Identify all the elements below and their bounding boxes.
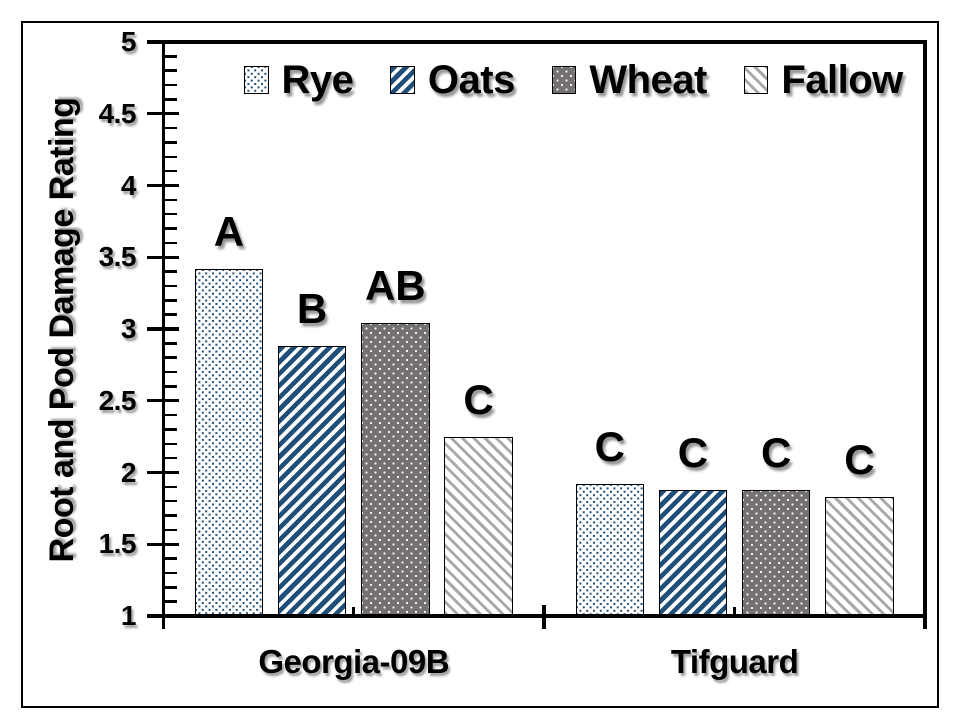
legend-label: Oats [427,58,515,102]
y-axis-tick-label: 3.5 [98,241,137,273]
y-axis-minor-tick [165,514,177,517]
y-axis-minor-tick [165,212,177,216]
legend-label: Fallow [781,58,903,102]
significance-letter: C [760,428,792,476]
x-axis-category-label-1: Georgia-09B [258,643,450,680]
y-axis-minor-tick [165,586,177,589]
y-axis-minor-tick [165,413,177,417]
y-axis-tick-label: 4 [120,169,137,201]
y-axis-minor-tick [165,370,177,374]
x-axis-category-tick [732,607,737,617]
x-axis-category-tick [351,607,356,617]
significance-letter: C [844,435,875,483]
bar-wheat-2 [741,489,811,616]
significance-letter: C [463,375,494,423]
y-axis-minor-tick [165,169,177,173]
y-axis-minor-tick [165,499,177,503]
significance-letter: C [594,422,625,470]
significance-letter: AB [364,262,426,310]
legend-swatch-fallow [743,66,769,94]
y-axis-minor-tick [165,141,177,144]
y-axis-minor-tick [165,600,177,603]
y-axis-line [161,40,165,629]
legend-item-fallow: Fallow [743,58,903,102]
y-axis-minor-tick [165,528,177,532]
y-axis-minor-tick [165,456,177,460]
y-axis-tick-label: 4.5 [98,97,137,129]
y-axis-tick-label: 2.5 [98,384,137,416]
y-axis-minor-tick [165,83,177,87]
y-axis-minor-tick [165,227,177,230]
y-axis-minor-tick [165,356,177,359]
y-axis-minor-tick [165,557,177,560]
legend-item-rye: Rye [244,58,354,102]
significance-letter: B [296,285,328,333]
x-axis-category-label-2: Tifguard [670,643,799,680]
y-axis-tick-label: 2 [120,456,137,488]
legend: Rye Oats Wheat Fallow [244,56,903,104]
y-axis-minor-tick [165,270,177,273]
y-axis-minor-tick [165,385,177,388]
y-axis-minor-tick [165,313,177,316]
legend-swatch-rye [244,66,269,94]
y-axis-minor-tick [165,241,177,245]
legend-item-oats: Oats [390,58,515,102]
legend-label: Wheat [589,58,707,102]
bar-wheat-1 [361,323,430,616]
bar-rye-1 [194,268,264,616]
y-axis-minor-tick [165,126,177,130]
legend-swatch-wheat [551,66,577,94]
bar-oats-1 [277,346,347,616]
y-axis-minor-tick [165,342,177,345]
y-axis-minor-tick [165,98,177,101]
y-axis-minor-tick [165,198,177,202]
y-axis-minor-tick [165,55,177,58]
legend-item-wheat: Wheat [551,58,707,102]
bar-rye-2 [575,483,644,616]
y-axis-minor-tick [165,485,177,489]
legend-swatch-oats [390,66,415,94]
legend-label: Rye [281,58,354,102]
y-axis-minor-tick [165,428,177,431]
y-axis-minor-tick [165,442,177,446]
x-axis-line [147,614,927,618]
bar-fallow-2 [825,496,894,616]
bar-fallow-1 [444,436,513,616]
y-axis-tick-label: 1 [120,600,137,631]
y-axis-minor-tick [165,299,177,302]
significance-letter: C [677,428,709,476]
y-axis-tick-label: 3 [120,313,137,344]
y-axis-minor-tick [165,69,177,72]
y-axis-minor-tick [165,284,177,288]
y-axis-minor-tick [165,571,177,575]
y-axis-minor-tick [165,155,177,159]
plot-top-border [153,40,927,44]
y-axis-tick-label: 1.5 [98,528,137,560]
bar-oats-2 [658,489,728,616]
y-axis-tick-label: 5 [120,26,137,57]
plot-right-border [923,40,927,629]
significance-letter: A [213,207,245,255]
